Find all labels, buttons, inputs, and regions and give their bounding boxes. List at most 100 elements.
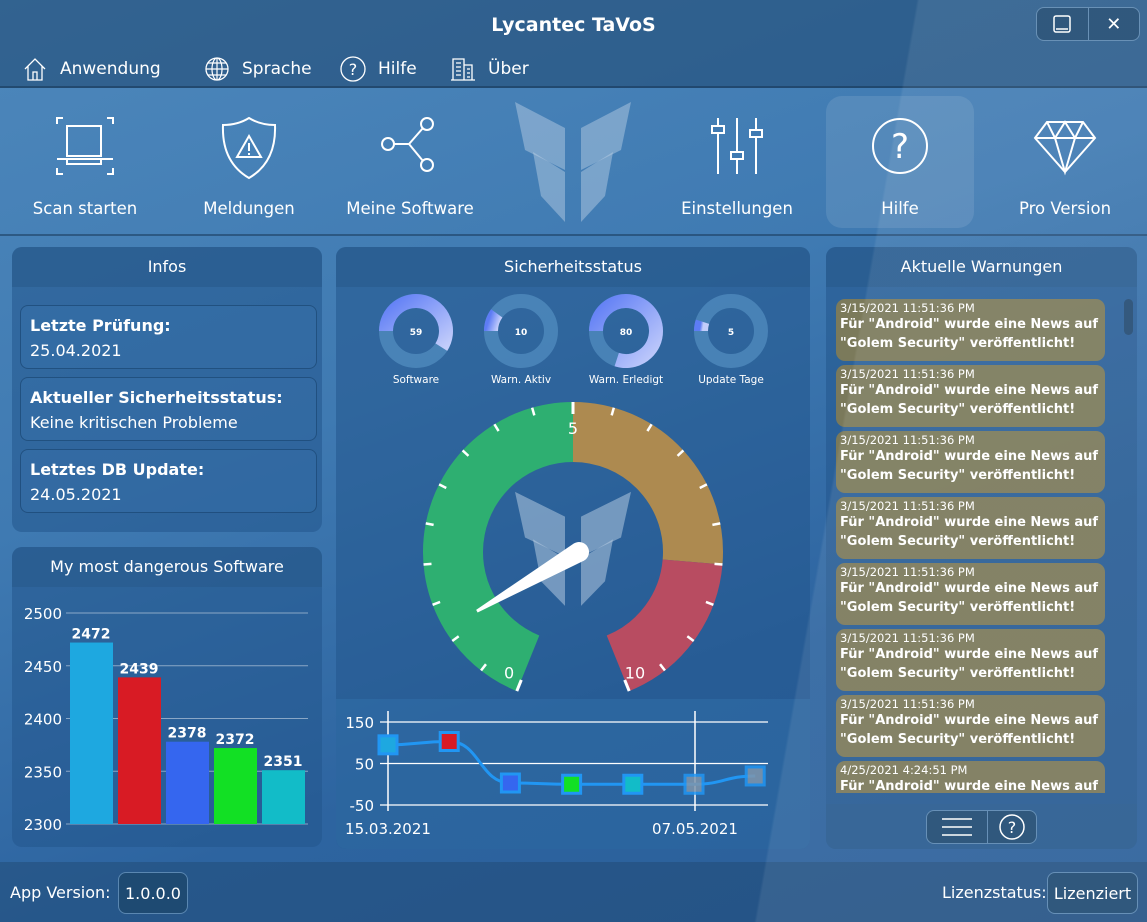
gauge-logo [515,491,631,606]
y-tick-label: 2350 [24,763,62,781]
warning-time: 3/15/2021 11:51:36 PM [840,565,975,579]
menu-label: Über [488,59,529,79]
donut-value-text: 5 [728,328,734,338]
warning-time: 3/15/2021 11:51:36 PM [840,631,975,645]
close-button[interactable]: ✕ [1089,8,1140,40]
svg-text:?: ? [349,60,358,79]
warning-item[interactable]: 3/15/2021 11:51:36 PM Für "Android" wurde… [836,299,1105,361]
tool-label: Scan starten [32,199,138,218]
license-status-button[interactable]: Lizenziert [1047,872,1138,914]
menu-ueber[interactable]: Über [450,56,529,82]
menu-anwendung[interactable]: Anwendung [22,56,161,82]
donut-value [379,294,453,351]
app-version-label: App Version: [10,883,111,902]
einstellungen-button[interactable]: Einstellungen [662,96,812,228]
infos-title: Infos [12,247,322,287]
list-menu-button[interactable] [926,810,988,844]
security-graphics: 59 Software 10 Warn. Aktiv 80 Warn. Erledigt 5… [379,294,768,692]
x-tick-label: 07.05.2021 [652,820,738,838]
gauge-label: 0 [504,664,514,683]
warning-message: Für "Android" wurde eine News auf "Golem… [840,581,1099,615]
y-tick-label: 2500 [24,605,62,623]
meine-software-button[interactable]: Meine Software [335,96,485,228]
warnings-scrollbar[interactable] [1124,299,1133,335]
info-security-status: Aktueller Sicherheitsstatus: Keine kritis… [20,377,317,441]
warnings-list[interactable]: 3/15/2021 11:51:36 PM Für "Android" wurde… [826,299,1126,793]
bar-label: 2351 [264,754,303,770]
menu-sprache[interactable]: Sprache [204,56,312,82]
info-value: 25.04.2021 [30,341,122,360]
gauge-band [572,402,723,565]
menu-hilfe[interactable]: ? Hilfe [340,56,417,82]
warning-time: 3/15/2021 11:51:36 PM [840,433,975,447]
donut-value-text: 59 [410,328,423,338]
warning-item[interactable]: 3/15/2021 11:51:36 PM Für "Android" wurde… [836,629,1105,691]
warnings-panel: Aktuelle Warnungen 3/15/2021 11:51:36 PM… [826,247,1137,849]
hilfe-button[interactable]: ? Hilfe [826,96,974,228]
warning-time: 3/15/2021 11:51:36 PM [840,301,975,315]
diamond-icon [1033,120,1097,176]
data-point [499,772,521,794]
gauge-tick [438,483,447,490]
gauge-band [605,558,723,692]
tool-label: Einstellungen [681,199,793,218]
list-help-button[interactable]: ? [987,810,1037,844]
gauge-tick [699,483,708,490]
window-controls: ✕ [1036,7,1140,41]
bar-label: 2372 [216,732,255,748]
gauge-needle [476,542,589,613]
meldungen-button[interactable]: Meldungen [174,96,324,228]
data-point [377,734,399,756]
donut-value [694,319,710,332]
gauge-label: 5 [568,419,578,438]
y-tick-label: 2400 [24,711,62,729]
warning-item[interactable]: 3/15/2021 11:51:36 PM Für "Android" wurde… [836,431,1105,493]
pro-version-button[interactable]: Pro Version [990,96,1140,228]
bar-label: 2378 [168,726,207,742]
info-db-update: Letztes DB Update: 24.05.2021 [20,449,317,513]
y-tick-label: 2450 [24,658,62,676]
status-bar [0,862,1147,922]
data-point [438,731,460,753]
y-tick-label: -50 [350,797,375,815]
info-last-check: Letzte Prüfung: 25.04.2021 [20,305,317,369]
gauge-tick [432,600,441,606]
info-label: Aktueller Sicherheitsstatus: [30,388,283,407]
gauge-band [423,402,574,692]
minimize-button[interactable] [1037,8,1089,40]
bar [166,741,209,824]
building-icon [451,58,475,81]
donut-label: Warn. Erledigt [589,374,663,386]
toolbar: Scan starten Meldungen Meine Software Ei… [0,88,1147,236]
license-status-label: Lizenzstatus: [942,883,1047,902]
app-version-button[interactable]: 1.0.0.0 [118,872,188,914]
minimize-icon [1053,15,1071,33]
info-value: Keine kritischen Probleme [30,413,238,432]
donut-label: Warn. Aktiv [491,374,551,386]
y-tick-label: 2300 [24,816,62,834]
warning-message: Für "Android" wurde eine News auf "Golem… [840,515,1099,549]
bar [118,677,161,824]
window-title: Lycantec TaVoS [491,14,656,36]
warnings-title: Aktuelle Warnungen [826,247,1137,287]
menu-label: Anwendung [60,59,161,79]
warning-item[interactable]: 3/15/2021 11:51:36 PM Für "Android" wurde… [836,695,1105,757]
dangerous-software-panel: My most dangerous Software 2300 2350 2400 2… [12,547,322,847]
tool-label: Pro Version [1018,199,1112,218]
menu-label: Hilfe [378,59,417,79]
warning-time: 3/15/2021 11:51:36 PM [840,367,975,381]
gauge-tick [705,600,714,606]
svg-text:?: ? [891,127,909,167]
scan-starten-button[interactable]: Scan starten [10,96,160,228]
warning-message: Für "Android" wurde eine News auf "Golem… [840,449,1099,483]
help-icon: ? [999,814,1025,840]
hamburger-icon [942,818,972,836]
bar-chart: 2300 2350 2400 2450 2500 2472 2439 2378 2372 2351 [24,605,308,834]
warning-item[interactable]: 3/15/2021 11:51:36 PM Für "Android" wurde… [836,497,1105,559]
warning-item[interactable]: 3/15/2021 11:51:36 PM Für "Android" wurde… [836,563,1105,625]
warning-item[interactable]: 4/25/2021 4:24:51 PM Für "Android" wurde … [836,761,1105,793]
home-icon [24,58,46,81]
bar [262,770,305,824]
warning-item[interactable]: 3/15/2021 11:51:36 PM Für "Android" wurde… [836,365,1105,427]
y-tick-label: 50 [355,756,374,774]
